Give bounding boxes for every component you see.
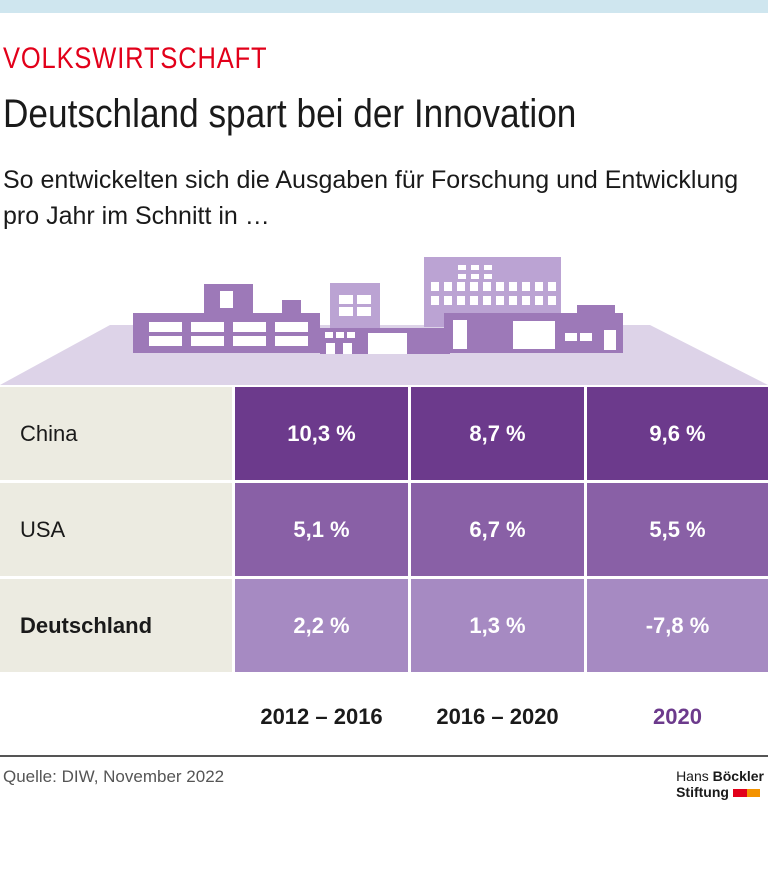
value-cell: 5,1 %: [235, 483, 408, 576]
buildings-illustration: [0, 257, 768, 385]
value-cell: 10,3 %: [235, 387, 408, 480]
value-cell: 5,5 %: [587, 483, 768, 576]
row-label-china: China: [0, 387, 232, 480]
source: Quelle: DIW, November 2022: [3, 767, 225, 786]
value-cell: 8,7 %: [411, 387, 584, 480]
page-title: Deutschland spart bei der Innovation: [3, 92, 577, 136]
value-cell: 2,2 %: [235, 579, 408, 672]
divider: [0, 755, 768, 757]
value-cell: 9,6 %: [587, 387, 768, 480]
column-header-2020: 2020: [653, 704, 702, 729]
value-cell: -7,8 %: [587, 579, 768, 672]
value-cell: 1,3 %: [411, 579, 584, 672]
row-label-usa: USA: [0, 483, 232, 576]
top-bar: [0, 0, 768, 13]
column-header-2016-2020: 2016 – 2020: [436, 704, 559, 729]
subtitle: So entwickelten sich die Ausgaben für Fo…: [3, 166, 739, 230]
kicker: VOLKSWIRTSCHAFT: [3, 42, 268, 75]
row-label-deutschland: Deutschland: [0, 579, 232, 672]
column-header-2012-2016: 2012 – 2016: [260, 704, 383, 729]
logo-hans-boeckler-stiftung: Hans Böckler Stiftung: [676, 768, 764, 800]
value-cell: 6,7 %: [411, 483, 584, 576]
